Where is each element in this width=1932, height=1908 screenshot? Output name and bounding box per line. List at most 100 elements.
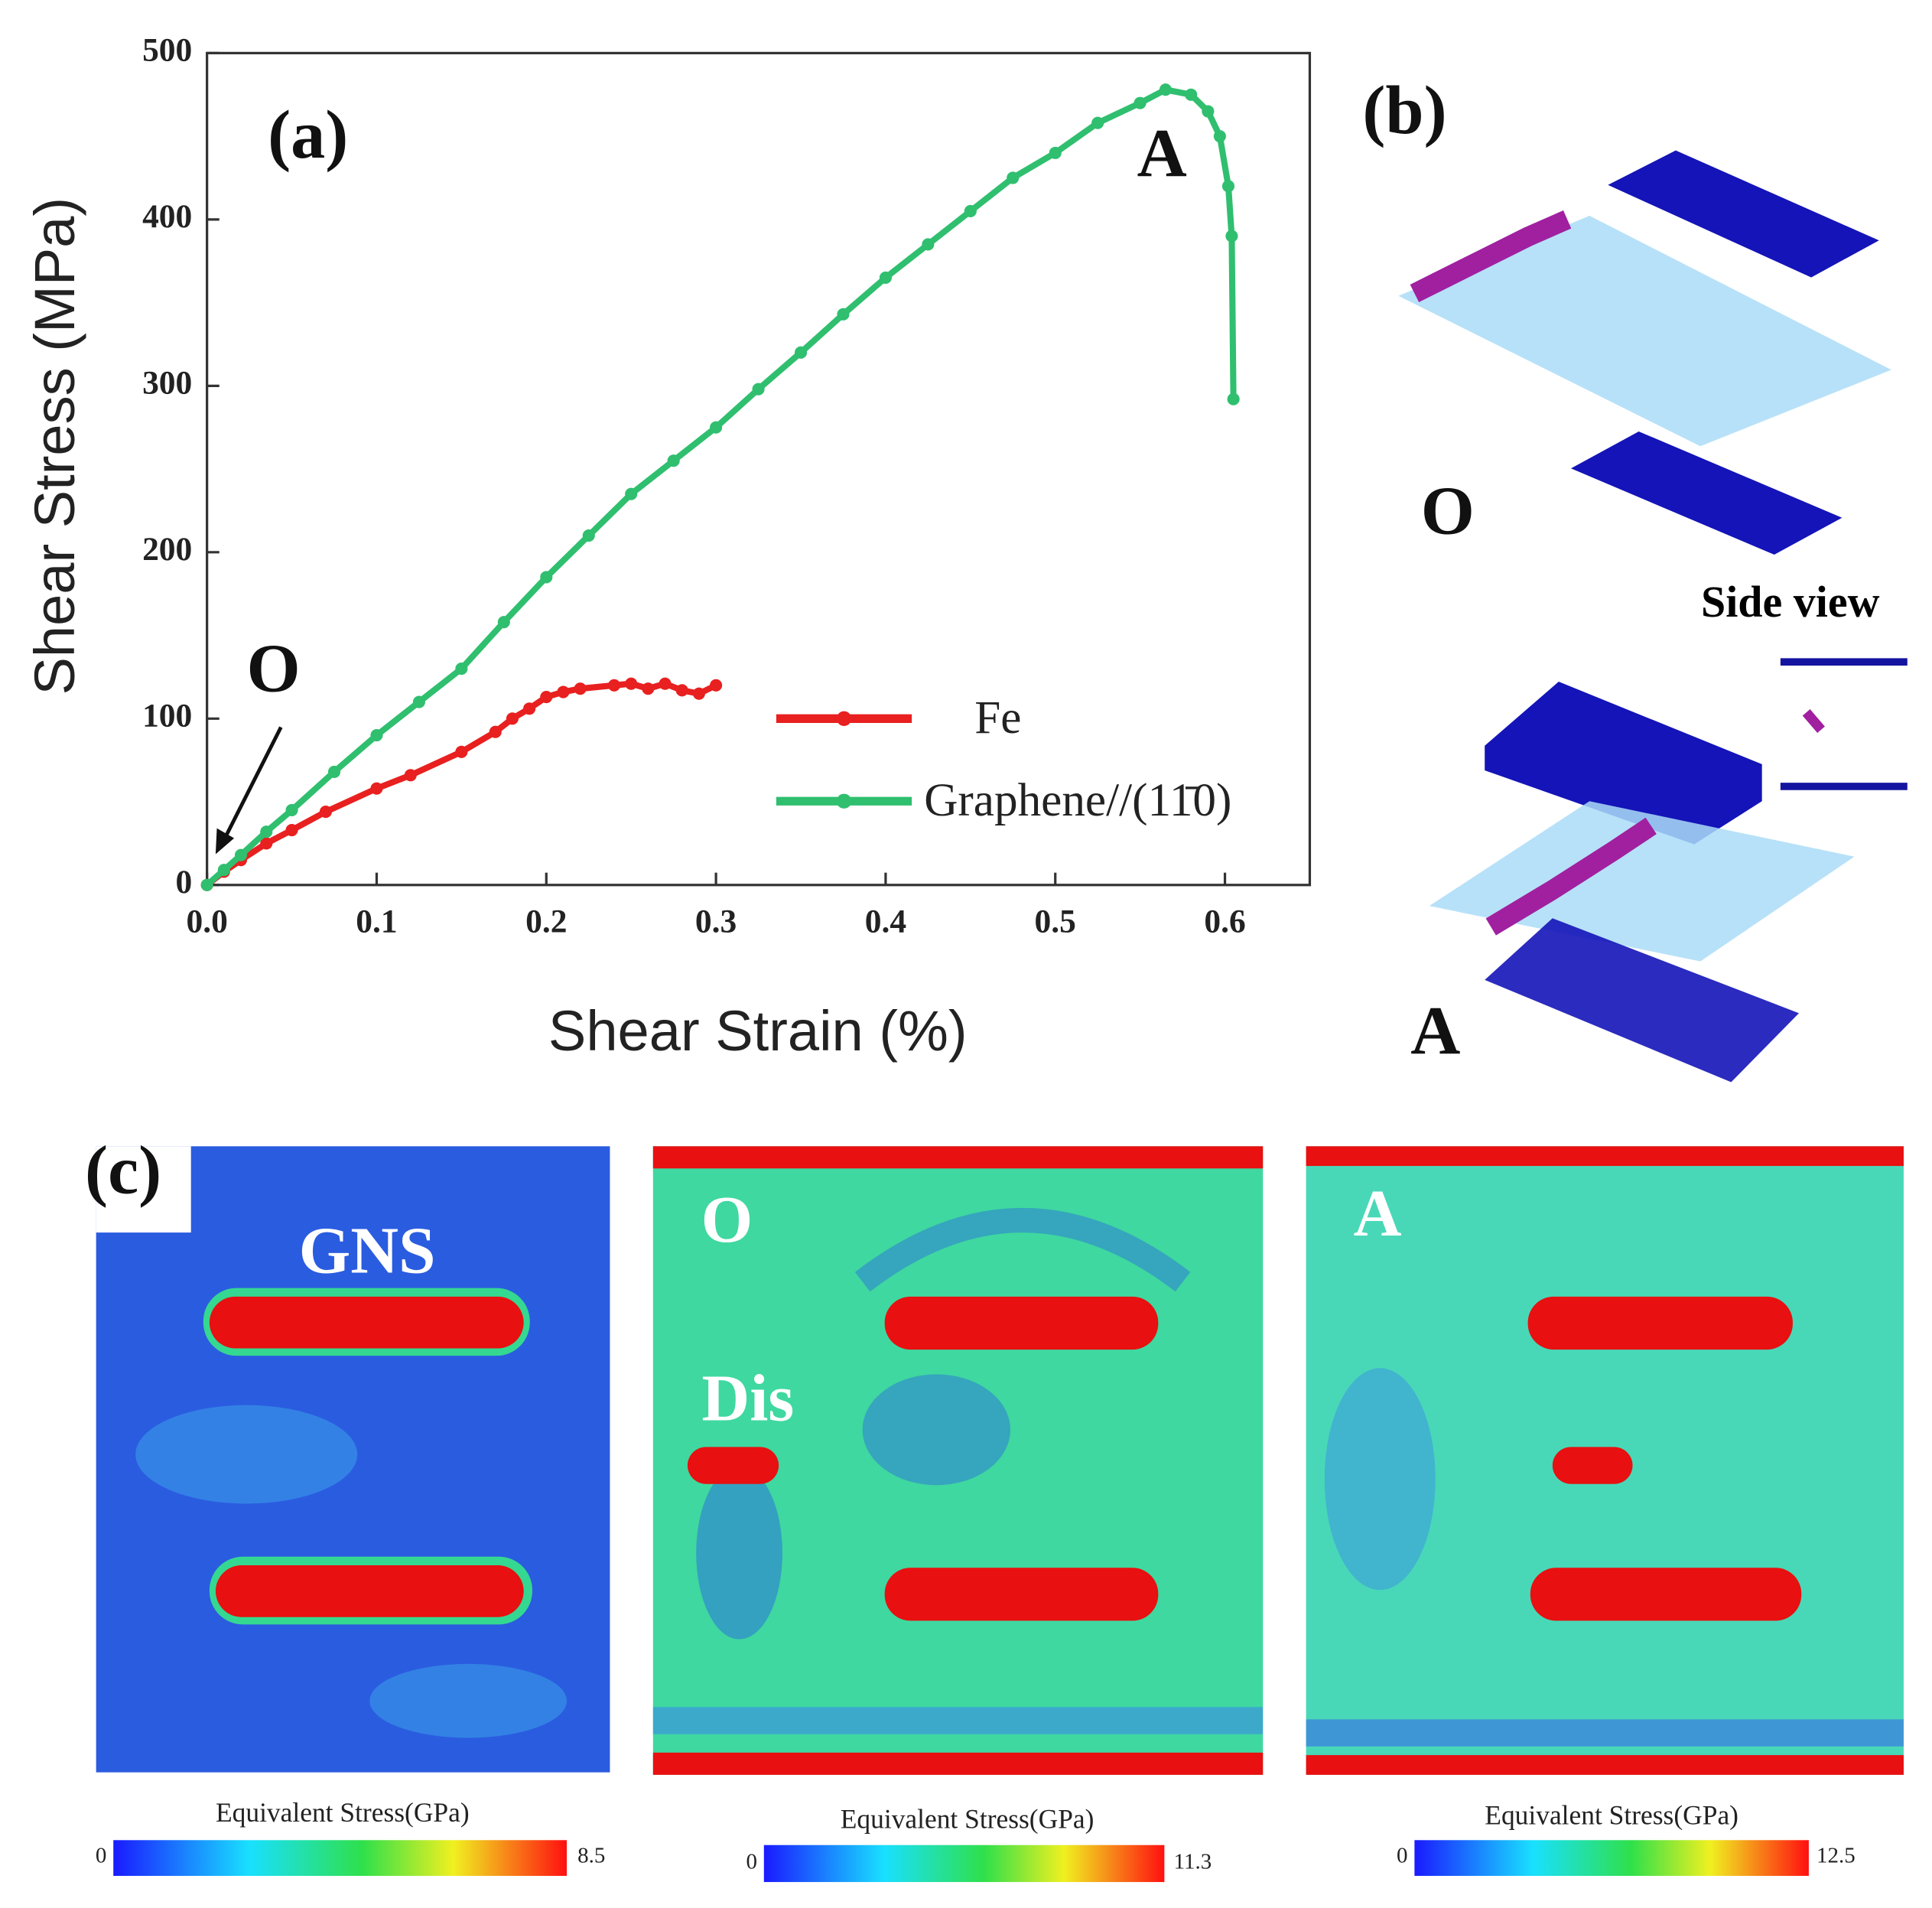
- side-view-label: Side view: [1701, 577, 1880, 627]
- panel-label: (c): [85, 1131, 161, 1208]
- colorbar-title: Equivalent Stress(GPa): [1485, 1799, 1738, 1830]
- data-point: [1202, 105, 1215, 118]
- data-point: [710, 421, 723, 434]
- data-point: [1159, 83, 1172, 96]
- map-field: [1324, 1368, 1436, 1591]
- annotation-arrow: [220, 726, 283, 845]
- x-tick-label: 0.3: [695, 903, 737, 939]
- map-field: [696, 1467, 782, 1639]
- interface: [1306, 1146, 1904, 1167]
- map-label: A: [1354, 1176, 1402, 1250]
- data-point: [370, 728, 383, 742]
- gns: [884, 1568, 1159, 1621]
- data-point: [752, 383, 765, 396]
- x-tick-label: 0.6: [1204, 903, 1245, 939]
- data-point: [497, 616, 510, 629]
- graphene-plane: [1398, 216, 1891, 447]
- dislocation: [1552, 1447, 1633, 1484]
- legend-marker: [836, 793, 852, 809]
- legend-label: Graphene//(11̄0): [924, 774, 1231, 826]
- colorbar-max: 12.5: [1817, 1843, 1856, 1867]
- y-tick-label: 400: [142, 198, 192, 235]
- data-point: [523, 702, 536, 715]
- colorbar-min: 0: [96, 1843, 106, 1867]
- data-point: [1227, 392, 1240, 405]
- fe-sheet: [1608, 150, 1879, 278]
- data-point: [1049, 146, 1062, 159]
- data-point: [319, 806, 332, 819]
- stress-map: [96, 1146, 610, 1773]
- panel-label: (b): [1362, 72, 1446, 148]
- data-point: [794, 346, 808, 359]
- fe-sheet: [1485, 918, 1800, 1083]
- gns: [209, 1296, 524, 1349]
- dislocation: [687, 1447, 779, 1484]
- label-box: [96, 1146, 191, 1233]
- state-label: O: [1421, 472, 1475, 549]
- panel-label: (a): [268, 96, 348, 173]
- data-point: [607, 679, 621, 692]
- annotation: O: [247, 630, 301, 707]
- y-tick-label: 500: [142, 31, 192, 68]
- legend-marker: [836, 711, 852, 726]
- gns: [1530, 1568, 1802, 1621]
- data-point: [370, 782, 383, 795]
- gns: [1527, 1296, 1793, 1350]
- data-point: [327, 765, 341, 778]
- data-point: [574, 682, 587, 695]
- colorbar: [113, 1840, 568, 1877]
- data-point: [1091, 116, 1104, 129]
- stress-map: [652, 1146, 1264, 1775]
- colorbar-min: 0: [746, 1850, 757, 1874]
- data-point: [1007, 171, 1020, 184]
- interface: [1306, 1755, 1904, 1775]
- side-dislocation: [1802, 709, 1825, 733]
- x-axis-label: Shear Strain (%): [548, 999, 968, 1063]
- data-point: [234, 848, 248, 861]
- gns: [884, 1296, 1159, 1350]
- data-point: [1185, 88, 1198, 101]
- data-point: [489, 725, 502, 738]
- data-point: [837, 308, 850, 321]
- data-point: [557, 685, 570, 698]
- data-point: [1221, 180, 1235, 193]
- data-point: [217, 864, 230, 877]
- map-label: Dis: [701, 1361, 794, 1435]
- dislocation: [1485, 817, 1657, 936]
- arrow-head: [215, 828, 235, 855]
- x-tick-label: 0.5: [1035, 903, 1076, 939]
- x-tick-label: 0.2: [525, 903, 567, 939]
- y-axis-label: Shear Stress (MPa): [23, 197, 86, 695]
- data-point: [260, 837, 273, 850]
- data-point: [540, 571, 553, 584]
- data-point: [710, 679, 723, 692]
- data-point: [455, 663, 468, 676]
- interface: [652, 1752, 1264, 1775]
- stress-map: [1306, 1146, 1904, 1775]
- data-point: [404, 769, 417, 782]
- colorbar-max: 11.3: [1174, 1850, 1212, 1874]
- data-point: [1134, 96, 1147, 109]
- data-point: [675, 684, 688, 697]
- data-point: [582, 529, 595, 542]
- data-point: [540, 690, 553, 704]
- y-tick-label: 0: [176, 864, 193, 900]
- legend-label: Fe: [974, 692, 1021, 744]
- data-point: [260, 825, 273, 838]
- data-point: [1213, 130, 1226, 143]
- x-tick-label: 0.4: [865, 903, 906, 939]
- data-point: [667, 454, 680, 467]
- data-point: [692, 687, 705, 700]
- x-tick-label: 0.0: [186, 903, 227, 939]
- map-field: [1306, 1719, 1904, 1747]
- colorbar: [763, 1845, 1165, 1883]
- y-tick-label: 100: [142, 697, 192, 734]
- plot-frame: [206, 51, 1312, 887]
- colorbar-max: 8.5: [577, 1843, 605, 1867]
- colorbar-title: Equivalent Stress(GPa): [216, 1797, 470, 1828]
- map-field: [854, 1208, 1191, 1292]
- dislocation: [1410, 210, 1572, 303]
- fe-sheet: [1570, 431, 1843, 555]
- y-tick-label: 300: [142, 364, 192, 401]
